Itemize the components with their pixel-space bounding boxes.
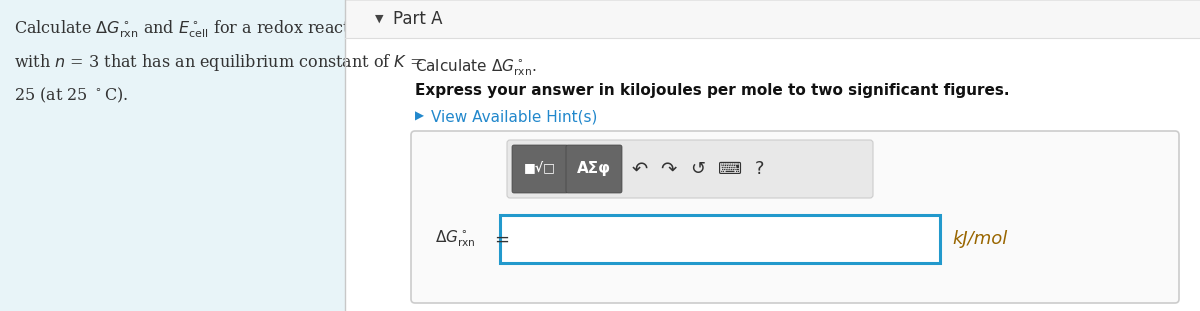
Bar [0, 0, 346, 311]
FancyBboxPatch shape [508, 140, 874, 198]
Text: Calculate $\Delta G^\circ_{\rm rxn}$.: Calculate $\Delta G^\circ_{\rm rxn}$. [415, 58, 536, 78]
FancyBboxPatch shape [512, 145, 568, 193]
Text: ΑΣφ: ΑΣφ [577, 161, 611, 177]
Text: ↶: ↶ [632, 160, 648, 179]
Text: ■√□: ■√□ [524, 163, 556, 175]
Bar [500, 215, 940, 263]
Text: Part A: Part A [394, 10, 443, 28]
Text: ▶: ▶ [415, 110, 424, 123]
Text: ↺: ↺ [690, 160, 706, 178]
FancyBboxPatch shape [566, 145, 622, 193]
Text: Calculate $\Delta G^\circ_{\rm rxn}$ and $E^\circ_{\rm cell}$ for a redox reacti: Calculate $\Delta G^\circ_{\rm rxn}$ and… [14, 18, 376, 39]
Text: ?: ? [755, 160, 764, 178]
Text: kJ/mol: kJ/mol [952, 230, 1007, 248]
Bar [346, 0, 1200, 38]
Text: with $n$ = 3 that has an equilibrium constant of $K$ =: with $n$ = 3 that has an equilibrium con… [14, 52, 424, 73]
Text: 25 (at 25 $^\circ$C).: 25 (at 25 $^\circ$C). [14, 86, 128, 105]
Text: ⌨: ⌨ [718, 160, 742, 178]
Text: $\Delta G^\circ_{\rm rxn}$: $\Delta G^\circ_{\rm rxn}$ [436, 229, 476, 249]
Text: ↷: ↷ [660, 160, 676, 179]
Text: =: = [494, 231, 509, 249]
Text: View Available Hint(s): View Available Hint(s) [431, 110, 598, 125]
Text: ▼: ▼ [374, 14, 384, 24]
FancyBboxPatch shape [410, 131, 1178, 303]
Text: Express your answer in kilojoules per mole to two significant figures.: Express your answer in kilojoules per mo… [415, 83, 1009, 98]
